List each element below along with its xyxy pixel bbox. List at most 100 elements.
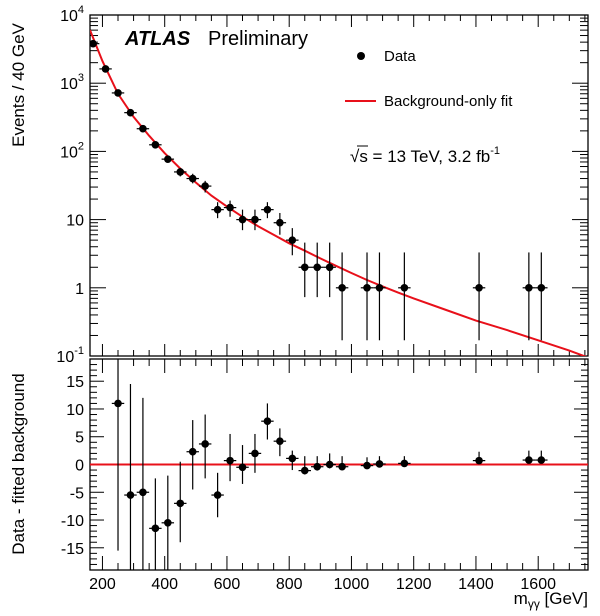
experiment-label: ATLAS: [124, 28, 191, 50]
upper-y-tick-label: 103: [60, 72, 84, 93]
data-point: [111, 89, 125, 97]
energy-lumi-label: √s = 13 TeV, 3.2 fb-1: [350, 145, 500, 166]
legend: Data Background-only fit: [345, 48, 513, 110]
data-point-marker: [475, 284, 483, 292]
data-point-marker: [139, 124, 147, 133]
x-tick-label: 1000: [334, 576, 370, 593]
x-axis-label-unit: [GeV]: [540, 589, 588, 608]
data-point-marker: [101, 65, 110, 73]
data-point: [335, 252, 349, 341]
data-point-marker: [114, 89, 122, 97]
lower-y-axis-label: Data - fitted background: [9, 373, 28, 554]
upper-y-tick-label: 10-1: [56, 345, 84, 366]
data-point-marker: [226, 203, 234, 212]
upper-y-tick-label: 1: [75, 281, 84, 298]
data-point: [223, 200, 237, 217]
legend-data-marker: [357, 52, 365, 60]
upper-y-axis-label: Events / 40 GeV: [9, 22, 28, 146]
residual-marker: [400, 459, 409, 468]
data-point: [398, 252, 411, 341]
upper-y-tick-base: 10: [60, 8, 78, 25]
residual-point: [261, 403, 274, 440]
residual-marker: [226, 456, 234, 465]
x-tick-label: 1400: [458, 576, 494, 593]
data-point: [248, 209, 262, 231]
residual-point: [298, 456, 311, 475]
residual-marker: [238, 463, 247, 472]
data-point-marker: [325, 263, 334, 272]
residual-marker: [475, 456, 483, 465]
residual-point: [236, 445, 249, 484]
residual-point: [161, 475, 175, 570]
data-point-marker: [288, 236, 297, 244]
residual-marker: [313, 462, 322, 471]
lower-y-tick-label: 15: [66, 374, 84, 391]
residual-point: [522, 450, 536, 464]
lower-y-tick-label: 5: [75, 430, 84, 447]
upper-y-tick-exponent: -1: [74, 345, 84, 357]
data-point-marker: [300, 263, 309, 272]
residual-marker: [176, 499, 185, 508]
data-point: [373, 252, 386, 341]
residual-point: [248, 433, 262, 473]
data-point-marker: [90, 39, 97, 48]
lower-y-tick-label: 0: [75, 458, 84, 475]
x-tick-label: 800: [276, 576, 303, 593]
residual-point: [124, 383, 137, 570]
data-point: [310, 242, 324, 298]
data-point: [174, 168, 187, 177]
upper-y-tick-exponent: 2: [78, 140, 84, 152]
data-point-marker: [238, 215, 247, 224]
data-point: [236, 209, 249, 231]
data-point-marker: [263, 205, 272, 214]
residual-point: [174, 461, 187, 543]
residual-marker: [263, 417, 272, 425]
data-point: [261, 202, 274, 219]
data-point-marker: [176, 168, 185, 176]
upper-y-tick-base: 10: [60, 144, 78, 161]
x-tick-label: 1600: [520, 576, 556, 593]
residual-marker: [114, 399, 122, 408]
upper-y-tick-base: 10: [56, 349, 74, 366]
residual-marker: [201, 440, 209, 448]
x-tick-label: 1200: [396, 576, 432, 593]
data-point-marker: [313, 263, 322, 272]
data-point: [286, 228, 299, 256]
residual-point: [223, 433, 237, 482]
data-point: [198, 180, 212, 193]
residual-point: [360, 457, 374, 470]
residual-point: [286, 450, 299, 471]
legend-fit-label: Background-only fit: [384, 93, 513, 110]
residual-point: [186, 420, 199, 490]
residual-point: [136, 397, 150, 570]
residual-marker: [126, 491, 135, 499]
upper-y-tick-exponent: 4: [78, 4, 84, 16]
upper-y-tick-base: 10: [60, 76, 78, 93]
residual-marker: [139, 488, 147, 497]
data-point-marker: [126, 108, 135, 117]
residual-marker: [188, 447, 197, 456]
data-point-marker: [201, 182, 209, 190]
data-point-marker: [525, 284, 533, 292]
lower-y-tick-label: -15: [61, 541, 84, 558]
data-points-layer: [90, 39, 548, 341]
x-tick-label: 200: [89, 576, 116, 593]
upper-y-tick-label: 10: [66, 213, 84, 230]
energy-lumi-superscript: -1: [490, 145, 500, 157]
residual-marker: [338, 462, 346, 471]
data-point: [149, 140, 162, 149]
residual-point: [111, 359, 125, 551]
residual-marker: [276, 437, 284, 445]
residual-point: [373, 456, 386, 468]
data-point-marker: [276, 218, 284, 227]
residual-marker: [164, 519, 172, 527]
lower-y-tick-label: 10: [66, 402, 84, 419]
data-point: [535, 252, 548, 341]
data-point-marker: [251, 215, 259, 224]
residual-point: [211, 472, 224, 518]
data-point: [211, 202, 224, 219]
data-point: [273, 212, 287, 235]
residual-marker: [288, 454, 297, 463]
x-axis-label-symbol: m: [514, 589, 528, 608]
